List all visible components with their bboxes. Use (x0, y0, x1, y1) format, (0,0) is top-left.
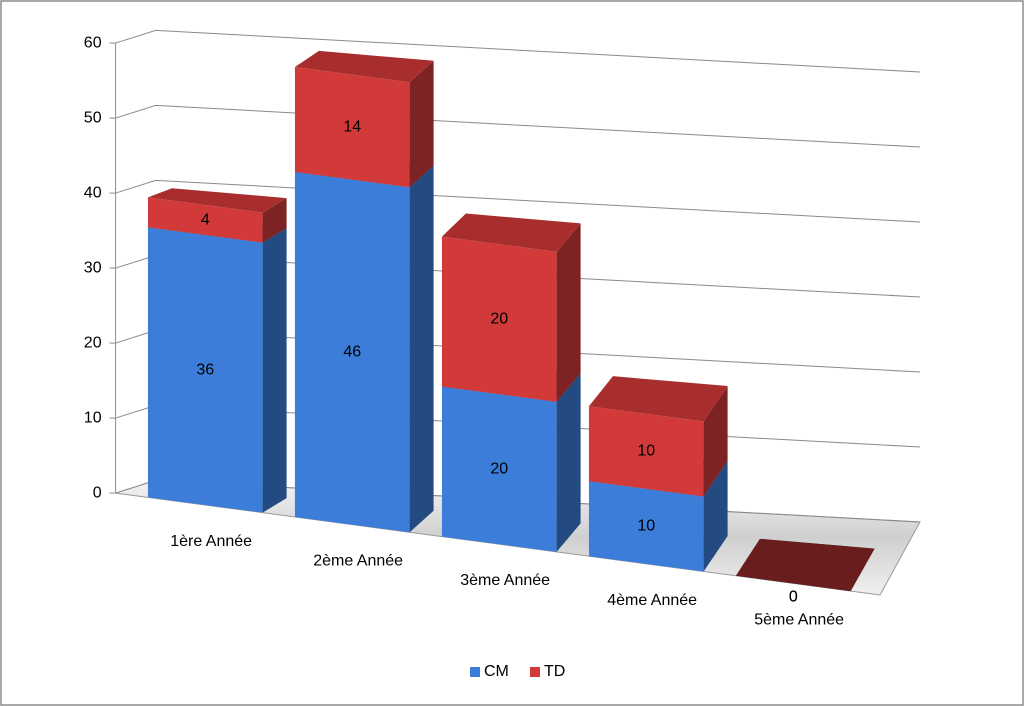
bar-segment (735, 538, 875, 592)
bar-side (703, 386, 728, 497)
legend-swatch (530, 667, 540, 677)
bar-segment (294, 155, 434, 533)
bar-side (556, 373, 581, 552)
bar-top (588, 376, 728, 422)
bar-segment (294, 50, 434, 188)
y-tick-label: 20 (84, 334, 102, 351)
bar-side (262, 228, 287, 513)
bar-side (409, 165, 434, 533)
bar-front (588, 481, 704, 572)
grid-line (115, 179, 921, 223)
legend-label: TD (544, 663, 565, 680)
bar-front (588, 406, 704, 497)
bar-top (294, 50, 434, 83)
y-tick-label: 0 (93, 484, 102, 501)
bar-front (147, 227, 263, 513)
legend-swatch (470, 667, 480, 677)
value-label: 20 (490, 310, 508, 327)
grid-line (115, 104, 921, 148)
x-tick-label: 3ème Année (460, 572, 550, 589)
bar-side (409, 60, 434, 188)
y-tick-label: 10 (84, 409, 102, 426)
bar-front (294, 171, 410, 533)
bar-front (294, 66, 410, 188)
bar-top (735, 538, 875, 592)
legend-label: CM (484, 663, 509, 680)
bar-top (147, 188, 287, 213)
bar-side (262, 198, 287, 243)
value-label: 4 (201, 211, 210, 228)
bar-segment (441, 213, 581, 402)
value-label: 36 (196, 361, 214, 378)
value-label: 0 (789, 589, 798, 606)
bar-side (703, 461, 728, 572)
y-tick-label: 40 (84, 184, 102, 201)
bar-front (441, 236, 557, 402)
bar-segment (588, 376, 728, 497)
value-label: 46 (343, 343, 361, 360)
bar-side (556, 223, 581, 402)
value-label: 0 (789, 589, 798, 606)
grid-line (115, 29, 921, 73)
bar-segment (147, 218, 287, 513)
value-label: 20 (490, 460, 508, 477)
y-tick-label: 60 (84, 34, 102, 51)
value-label: 14 (343, 118, 361, 135)
bar-segment (147, 188, 287, 243)
value-label: 10 (637, 518, 655, 535)
x-tick-label: 2ème Année (313, 553, 403, 570)
y-tick-label: 30 (84, 259, 102, 276)
x-tick-label: 1ère Année (170, 533, 252, 550)
x-tick-label: 5ème Année (754, 611, 844, 628)
x-tick-label: 4ème Année (607, 592, 697, 609)
y-tick-label: 50 (84, 109, 102, 126)
bar-top (441, 213, 581, 252)
bar-front (441, 386, 557, 552)
bar-front (147, 197, 263, 243)
value-label: 10 (637, 443, 655, 460)
